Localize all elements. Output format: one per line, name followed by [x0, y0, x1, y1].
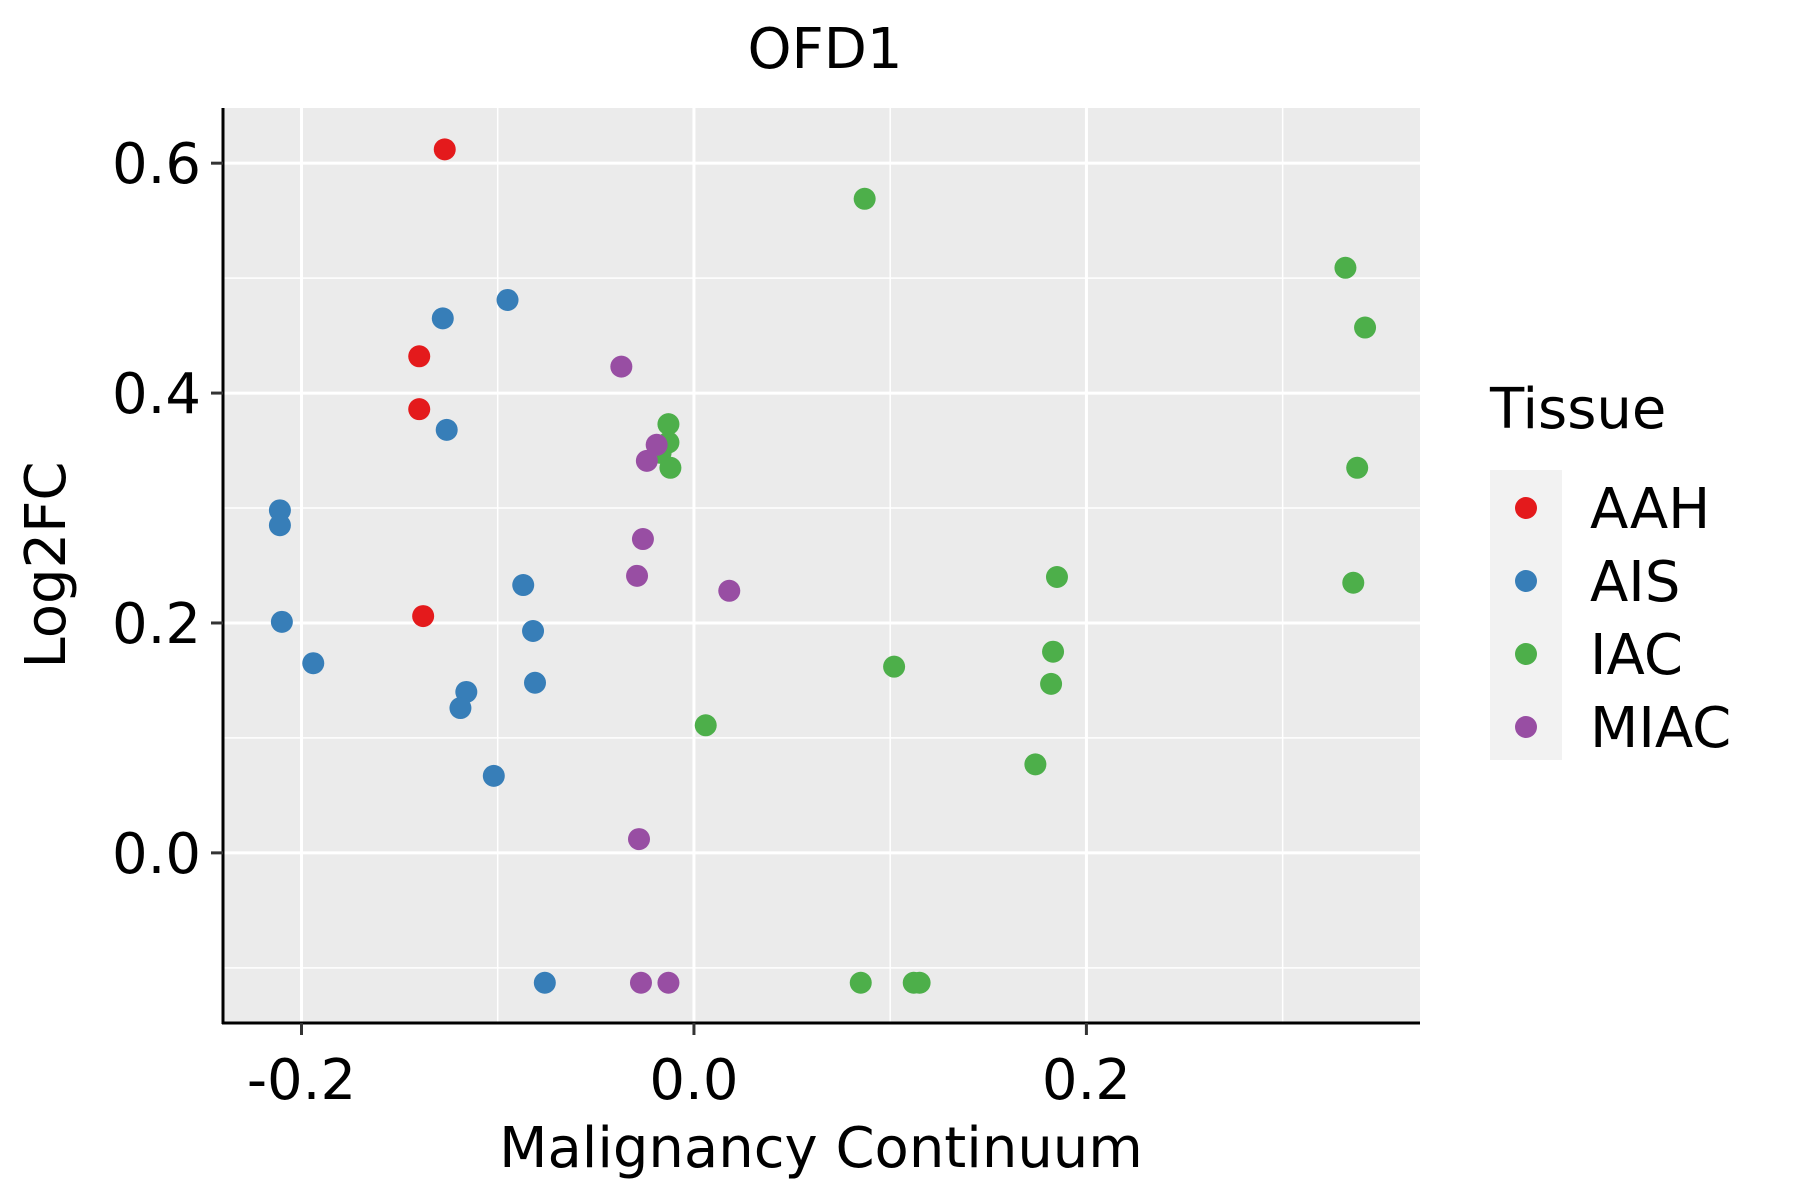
legend-title: Tissue	[1489, 377, 1666, 442]
point-ais	[302, 652, 325, 675]
point-iac	[1045, 565, 1068, 588]
point-ais	[431, 307, 454, 330]
point-ais	[449, 697, 472, 720]
point-miac	[718, 579, 741, 602]
point-ais	[533, 971, 556, 994]
y-axis-label: Log2FC	[14, 462, 79, 669]
point-iac	[853, 187, 876, 210]
point-iac	[1042, 640, 1065, 663]
legend-key-miac	[1515, 716, 1537, 738]
point-miac	[657, 971, 680, 994]
x-tick-label: -0.2	[247, 1048, 356, 1113]
point-miac	[645, 433, 668, 456]
point-iac	[1334, 256, 1357, 279]
x-tick-label: 0.0	[649, 1048, 738, 1113]
point-iac	[908, 971, 931, 994]
point-miac	[626, 564, 649, 587]
y-tick-label: 0.2	[112, 592, 201, 657]
point-iac	[883, 655, 906, 678]
grid-minor	[223, 108, 1420, 1023]
y-tick-label: 0.6	[112, 132, 201, 197]
point-iac	[1040, 672, 1063, 695]
x-tick-label: 0.2	[1042, 1048, 1131, 1113]
legend-key-ais	[1515, 570, 1537, 592]
point-ais	[512, 574, 535, 597]
legend-label-ais: AIS	[1590, 550, 1680, 615]
legend-label-miac: MIAC	[1590, 696, 1731, 761]
point-miac	[629, 971, 652, 994]
point-iac	[849, 971, 872, 994]
point-iac	[659, 456, 682, 479]
y-axis-ticks: 0.0 0.2 0.4 0.6	[112, 132, 223, 887]
point-miac	[628, 828, 651, 851]
data-points	[268, 138, 1377, 994]
x-axis-ticks: -0.2 0.0 0.2	[247, 1023, 1131, 1113]
point-aah	[408, 398, 431, 421]
point-iac	[1342, 571, 1365, 594]
point-iac	[694, 714, 717, 737]
plot-panel	[223, 108, 1420, 1023]
y-tick-label: 0.0	[112, 822, 201, 887]
legend-label-aah: AAH	[1590, 477, 1710, 542]
x-axis-label: Malignancy Continuum	[499, 1116, 1143, 1181]
point-aah	[433, 138, 456, 161]
point-ais	[522, 620, 545, 643]
point-ais	[496, 288, 519, 311]
point-ais	[270, 610, 293, 633]
point-iac	[657, 413, 680, 436]
point-miac	[635, 449, 658, 472]
chart-title: OFD1	[747, 17, 902, 82]
legend-key-iac	[1515, 643, 1537, 665]
point-aah	[412, 605, 435, 628]
point-ais	[268, 514, 291, 537]
point-ais	[482, 764, 505, 787]
point-iac	[1354, 316, 1377, 339]
point-aah	[408, 345, 431, 368]
point-ais	[524, 671, 547, 694]
point-iac	[1024, 753, 1047, 776]
point-miac	[631, 528, 654, 551]
y-tick-label: 0.4	[112, 362, 201, 427]
legend-key-aah	[1515, 497, 1537, 519]
point-ais	[435, 418, 458, 441]
point-iac	[1346, 456, 1369, 479]
legend-label-iac: IAC	[1590, 623, 1683, 688]
legend-items: AAH AIS IAC MIAC	[1515, 477, 1731, 761]
legend: Tissue AAH AIS IAC MIAC	[1489, 377, 1731, 761]
point-miac	[610, 355, 633, 378]
